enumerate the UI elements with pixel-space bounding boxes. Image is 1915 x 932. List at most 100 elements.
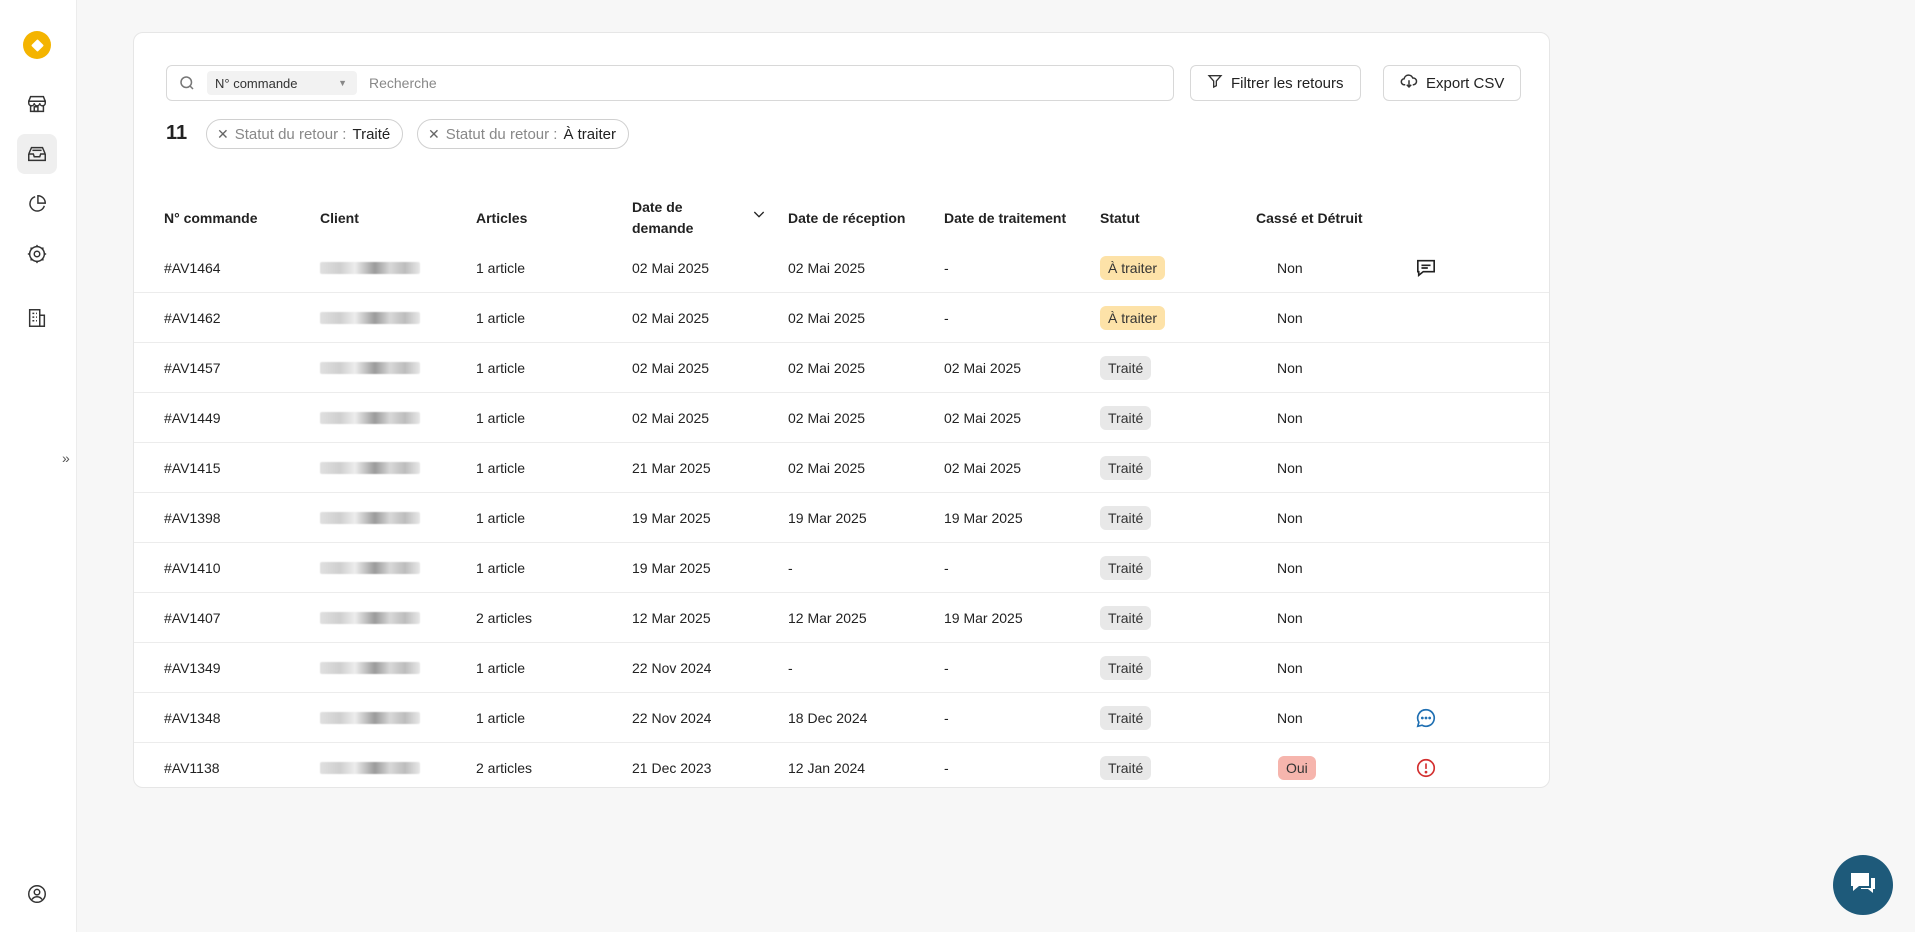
settings-icon[interactable] (17, 234, 57, 274)
table-row[interactable]: #AV1415 1 article 21 Mar 2025 02 Mai 2025 02… (134, 443, 1549, 493)
filter-returns-label: Filtrer les retours (1231, 74, 1344, 92)
redacted-client (320, 362, 420, 374)
order-number[interactable]: #AV1138 (164, 760, 220, 776)
account-icon[interactable] (17, 874, 57, 914)
order-number[interactable]: #AV1457 (164, 360, 221, 376)
client-name-redacted (320, 493, 420, 543)
articles-count: 1 article (476, 460, 526, 476)
table-row[interactable]: #AV1464 1 article 02 Mai 2025 02 Mai 2025 - À… (134, 243, 1549, 293)
expand-sidebar-icon[interactable]: » (62, 450, 70, 466)
order-number[interactable]: #AV1462 (164, 310, 221, 326)
request-date: 12 Mar 2025 (632, 610, 711, 626)
status-cell: Traité (1100, 743, 1152, 793)
reception-date: 12 Jan 2024 (788, 760, 866, 776)
table-row[interactable]: #AV1349 1 article 22 Nov 2024 - - Traité Non (134, 643, 1549, 693)
redacted-client (320, 312, 420, 324)
processing-date: - (944, 310, 949, 326)
order-number[interactable]: #AV1464 (164, 260, 221, 276)
col-request-date[interactable]: Date de demande (632, 199, 694, 236)
col-articles[interactable]: Articles (476, 210, 528, 226)
redacted-client (320, 712, 420, 724)
filter-returns-button[interactable]: Filtrer les retours (1190, 65, 1361, 101)
order-number[interactable]: #AV1449 (164, 410, 221, 426)
comment-outline-icon[interactable] (1415, 243, 1437, 293)
col-processing-date[interactable]: Date de traitement (944, 210, 1067, 226)
returns-icon[interactable] (17, 134, 57, 174)
search-input[interactable] (357, 67, 1173, 99)
status-cell: Traité (1100, 343, 1152, 393)
export-csv-button[interactable]: Export CSV (1383, 65, 1522, 101)
table-row[interactable]: #AV1407 2 articles 12 Mar 2025 12 Mar 2025 1… (134, 593, 1549, 643)
table-row[interactable]: #AV1449 1 article 02 Mai 2025 02 Mai 2025 02… (134, 393, 1549, 443)
store-icon[interactable] (17, 84, 57, 124)
request-date: 22 Nov 2024 (632, 660, 712, 676)
status-cell: Traité (1100, 693, 1152, 743)
search-icon (167, 74, 207, 92)
redacted-client (320, 462, 420, 474)
processing-date: - (944, 660, 949, 676)
company-icon[interactable] (17, 298, 57, 338)
col-client[interactable]: Client (320, 210, 359, 226)
broken-cell: Non (1277, 443, 1303, 493)
order-number[interactable]: #AV1398 (164, 510, 221, 526)
status-cell: Traité (1100, 493, 1152, 543)
status-badge: Traité (1100, 706, 1152, 730)
table-row[interactable]: #AV1398 1 article 19 Mar 2025 19 Mar 2025 19… (134, 493, 1549, 543)
returns-panel: N° commande ▼ Filtrer les retours Export… (133, 32, 1550, 788)
request-date: 21 Mar 2025 (632, 460, 711, 476)
cloud-download-icon (1400, 72, 1418, 94)
order-number[interactable]: #AV1410 (164, 560, 221, 576)
filter-chip-label: Statut du retour : (445, 125, 558, 143)
search-bar: N° commande ▼ (166, 65, 1174, 101)
processing-date: 02 Mai 2025 (944, 410, 1022, 426)
table-row[interactable]: #AV1462 1 article 02 Mai 2025 02 Mai 2025 - À… (134, 293, 1549, 343)
filter-icon (1207, 73, 1223, 93)
table-row[interactable]: #AV1457 1 article 02 Mai 2025 02 Mai 2025 02… (134, 343, 1549, 393)
analytics-icon[interactable] (17, 184, 57, 224)
client-name-redacted (320, 393, 420, 443)
col-status[interactable]: Statut (1100, 210, 1140, 226)
close-icon[interactable]: ✕ (428, 125, 440, 142)
order-number[interactable]: #AV1348 (164, 710, 221, 726)
table-row[interactable]: #AV1410 1 article 19 Mar 2025 - - Traité Non (134, 543, 1549, 593)
status-badge: À traiter (1100, 256, 1166, 280)
client-name-redacted (320, 243, 420, 293)
search-field-select[interactable]: N° commande ▼ (207, 71, 357, 95)
order-number[interactable]: #AV1415 (164, 460, 221, 476)
request-date: 22 Nov 2024 (632, 710, 712, 726)
processing-date: 19 Mar 2025 (944, 610, 1023, 626)
broken-cell: Non (1277, 243, 1303, 293)
processing-date: 02 Mai 2025 (944, 360, 1022, 376)
filter-chip-traite[interactable]: ✕ Statut du retour : Traité (206, 119, 404, 149)
broken-cell: Non (1277, 493, 1303, 543)
client-name-redacted (320, 743, 420, 793)
chat-icon (1847, 868, 1879, 903)
status-badge: À traiter (1100, 306, 1166, 330)
status-badge: Traité (1100, 506, 1152, 530)
close-icon[interactable]: ✕ (217, 125, 229, 142)
logo[interactable] (23, 31, 51, 59)
sort-chevron-icon[interactable] (751, 206, 767, 228)
filter-chip-a-traiter[interactable]: ✕ Statut du retour : À traiter (417, 119, 629, 149)
broken-cell: Non (1277, 593, 1303, 643)
table-row[interactable]: #AV1138 2 articles 21 Dec 2023 12 Jan 2024 -… (134, 743, 1549, 793)
redacted-client (320, 262, 420, 274)
results-count: 11 (166, 122, 188, 144)
comment-blue-icon[interactable] (1415, 693, 1437, 743)
alert-circle-icon[interactable] (1415, 743, 1437, 793)
processing-date: 02 Mai 2025 (944, 460, 1022, 476)
redacted-client (320, 512, 420, 524)
table-row[interactable]: #AV1348 1 article 22 Nov 2024 18 Dec 2024 - T… (134, 693, 1549, 743)
col-broken[interactable]: Cassé et Détruit (1256, 210, 1363, 226)
request-date: 02 Mai 2025 (632, 260, 710, 276)
request-date: 19 Mar 2025 (632, 510, 711, 526)
client-name-redacted (320, 293, 420, 343)
reception-date: 02 Mai 2025 (788, 260, 866, 276)
col-reception-date[interactable]: Date de réception (788, 210, 906, 226)
status-cell: Traité (1100, 543, 1152, 593)
col-order[interactable]: N° commande (164, 210, 258, 226)
chat-button[interactable] (1833, 855, 1893, 915)
order-number[interactable]: #AV1407 (164, 610, 221, 626)
order-number[interactable]: #AV1349 (164, 660, 221, 676)
broken-cell: Non (1277, 393, 1303, 443)
